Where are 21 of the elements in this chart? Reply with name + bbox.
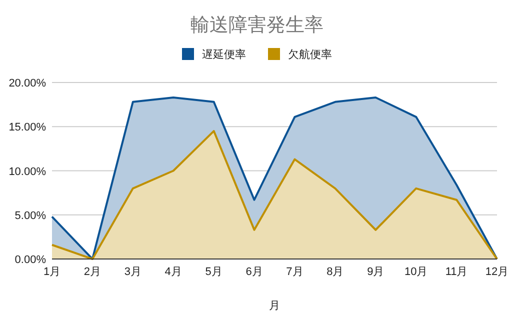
legend-label: 遅延便率 xyxy=(202,48,246,61)
y-tick-label: 20.00% xyxy=(8,78,46,90)
y-tick-label: 5.00% xyxy=(14,210,46,222)
x-tick-label: 6月 xyxy=(246,266,263,278)
x-tick-label: 7月 xyxy=(286,266,304,278)
x-tick-label: 9月 xyxy=(367,266,384,278)
x-tick-label: 10月 xyxy=(404,266,428,278)
x-tick-label: 12月 xyxy=(485,266,509,278)
x-tick-label: 3月 xyxy=(124,266,142,278)
x-tick-label: 2月 xyxy=(84,266,102,278)
x-tick-label: 8月 xyxy=(326,266,344,278)
legend-label: 欠航便率 xyxy=(288,48,332,61)
x-axis-title: 月 xyxy=(269,300,280,312)
y-tick-label: 10.00% xyxy=(8,166,46,178)
x-tick-label: 1月 xyxy=(43,266,61,278)
y-tick-label: 0.00% xyxy=(14,254,46,266)
x-tick-label: 5月 xyxy=(205,266,222,278)
x-tick-label: 4月 xyxy=(164,266,182,278)
chart-title: 輸送障害発生率 xyxy=(190,14,324,36)
y-tick-label: 15.00% xyxy=(8,122,46,134)
x-tick-label: 11月 xyxy=(445,266,468,278)
